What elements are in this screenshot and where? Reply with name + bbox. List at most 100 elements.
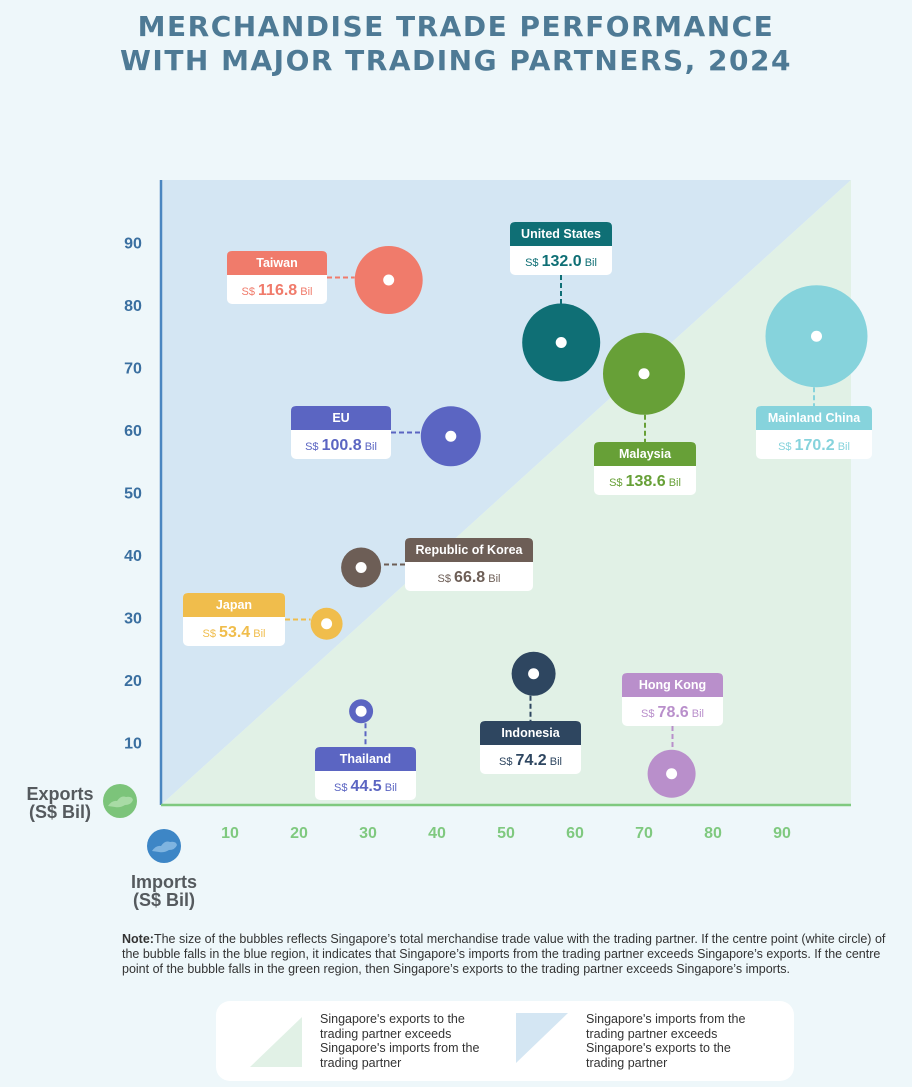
exports-singapore-map-icon [103,784,137,818]
currency-label: S$ [499,756,516,768]
note-label: Note: [122,932,154,946]
bubble-centre-point [445,430,457,442]
legend-green-swatch [250,1017,302,1067]
bubble-thailand: Thailand S$ 44.5 Bil [315,699,416,800]
x-tick-label: 90 [773,825,791,842]
chart-title-line-1: MERCHANDISE TRADE PERFORMANCE [137,10,775,43]
country-name: Republic of Korea [416,543,524,557]
currency-label: S$ [525,257,542,269]
bubble-republic-of-korea: Republic of Korea S$ 66.8 Bil [341,538,533,591]
trade-value-label: S$ 44.5 Bil [334,778,397,795]
y-tick-label: 60 [124,423,142,440]
trade-value-label: S$ 138.6 Bil [609,473,681,490]
legend: Singapore's exports to the trading partn… [216,1001,794,1081]
trade-value-label: S$ 78.6 Bil [641,704,704,721]
legend-blue-swatch [516,1013,568,1063]
trade-value-label: S$ 132.0 Bil [525,253,597,270]
label-header [622,673,723,697]
x-axis-title-line-2: (S$ Bil) [132,890,195,910]
bubble-indonesia: Indonesia S$ 74.2 Bil [480,651,581,774]
currency-label: S$ [305,441,322,453]
x-tick-label: 70 [635,825,653,842]
y-tick-label: 50 [124,486,142,503]
country-name: EU [332,411,349,425]
total-value: 53.4 [219,624,250,641]
x-tick-label: 50 [497,825,515,842]
imports-icon-map [152,841,177,853]
country-name: Mainland China [768,411,861,425]
total-value: 74.2 [516,752,547,769]
x-tick-label: 60 [566,825,584,842]
trade-value-label: S$ 74.2 Bil [499,752,562,769]
label-header [183,593,285,617]
unit-label: Bil [297,286,312,298]
total-value: 78.6 [658,704,689,721]
y-tick-label: 30 [124,611,142,628]
chart-title: MERCHANDISE TRADE PERFORMANCE WITH MAJOR… [0,10,912,78]
label-header [756,406,872,430]
y-tick-label: 70 [124,361,142,378]
trade-value-label: S$ 116.8 Bil [242,282,313,299]
total-value: 116.8 [258,282,297,299]
y-tick-label: 20 [124,673,142,690]
unit-label: Bil [582,257,597,269]
unit-label: Bil [362,441,377,453]
currency-label: S$ [242,286,259,298]
currency-label: S$ [203,628,220,640]
x-tick-label: 10 [221,825,239,842]
bubble-centre-point [666,768,678,780]
bubble-taiwan: Taiwan S$ 116.8 Bil [227,246,423,314]
x-tick-label: 20 [290,825,308,842]
chart-title-line-2: WITH MAJOR TRADING PARTNERS, 2024 [120,44,792,77]
bubble-centre-point [321,618,333,630]
label-header [227,251,327,275]
currency-label: S$ [778,441,795,453]
bubble-centre-point [638,368,650,380]
label-header [405,538,533,562]
bubble-centre-point [811,330,822,342]
y-tick-label: 80 [124,298,142,315]
bubble-chart: 10 20 30 40 50 60 70 80 90 10 20 30 40 50 60 70 80 90 Taiw… [103,180,872,863]
total-value: 44.5 [351,778,382,795]
bubble-centre-point [555,337,567,348]
y-tick-label: 90 [124,236,142,253]
country-name: Thailand [340,752,391,766]
bubble-eu: EU S$ 100.8 Bil [291,406,481,467]
y-tick-label: 40 [124,548,142,565]
unit-label: Bil [485,573,500,585]
label-header [315,747,416,771]
green-region [161,180,851,805]
unit-label: Bil [835,441,850,453]
currency-label: S$ [641,708,658,720]
note-text: The size of the bubbles reflects Singapo… [122,932,886,976]
legend-swatches [250,1013,568,1067]
bubble-centre-point [355,562,367,573]
unit-label: Bil [547,756,562,768]
bubble-centre-point [528,668,540,680]
exports-icon-map [108,796,133,808]
total-value: 100.8 [322,437,362,454]
bubble-centre-point [355,705,367,717]
chart-note: Note:The size of the bubbles reflects Si… [122,932,892,977]
y-axis-title-line-2: (S$ Bil) [28,802,91,822]
bubble-united-states: United States S$ 132.0 Bil [510,222,612,382]
bubble-centre-point [383,274,395,286]
country-name: Indonesia [501,726,560,740]
currency-label: S$ [438,573,455,585]
country-name: Hong Kong [639,678,706,692]
legend-blue-label: Singapore's imports from the trading par… [586,1012,746,1070]
total-value: 170.2 [795,437,835,454]
currency-label: S$ [609,477,626,489]
trade-value-label: S$ 53.4 Bil [203,624,266,641]
trade-value-label: S$ 170.2 Bil [778,437,850,454]
label-header [480,721,581,745]
x-tick-label: 80 [704,825,722,842]
country-name: Malaysia [619,447,672,461]
currency-label: S$ [334,782,351,794]
x-axis-title-line-1: Imports [130,872,197,892]
bubble-japan: Japan S$ 53.4 Bil [183,593,343,646]
unit-label: Bil [689,708,704,720]
bubble-malaysia: Malaysia S$ 138.6 Bil [594,332,696,495]
total-value: 66.8 [454,569,485,586]
bubble-mainland-china: Mainland China S$ 170.2 Bil [756,285,872,459]
